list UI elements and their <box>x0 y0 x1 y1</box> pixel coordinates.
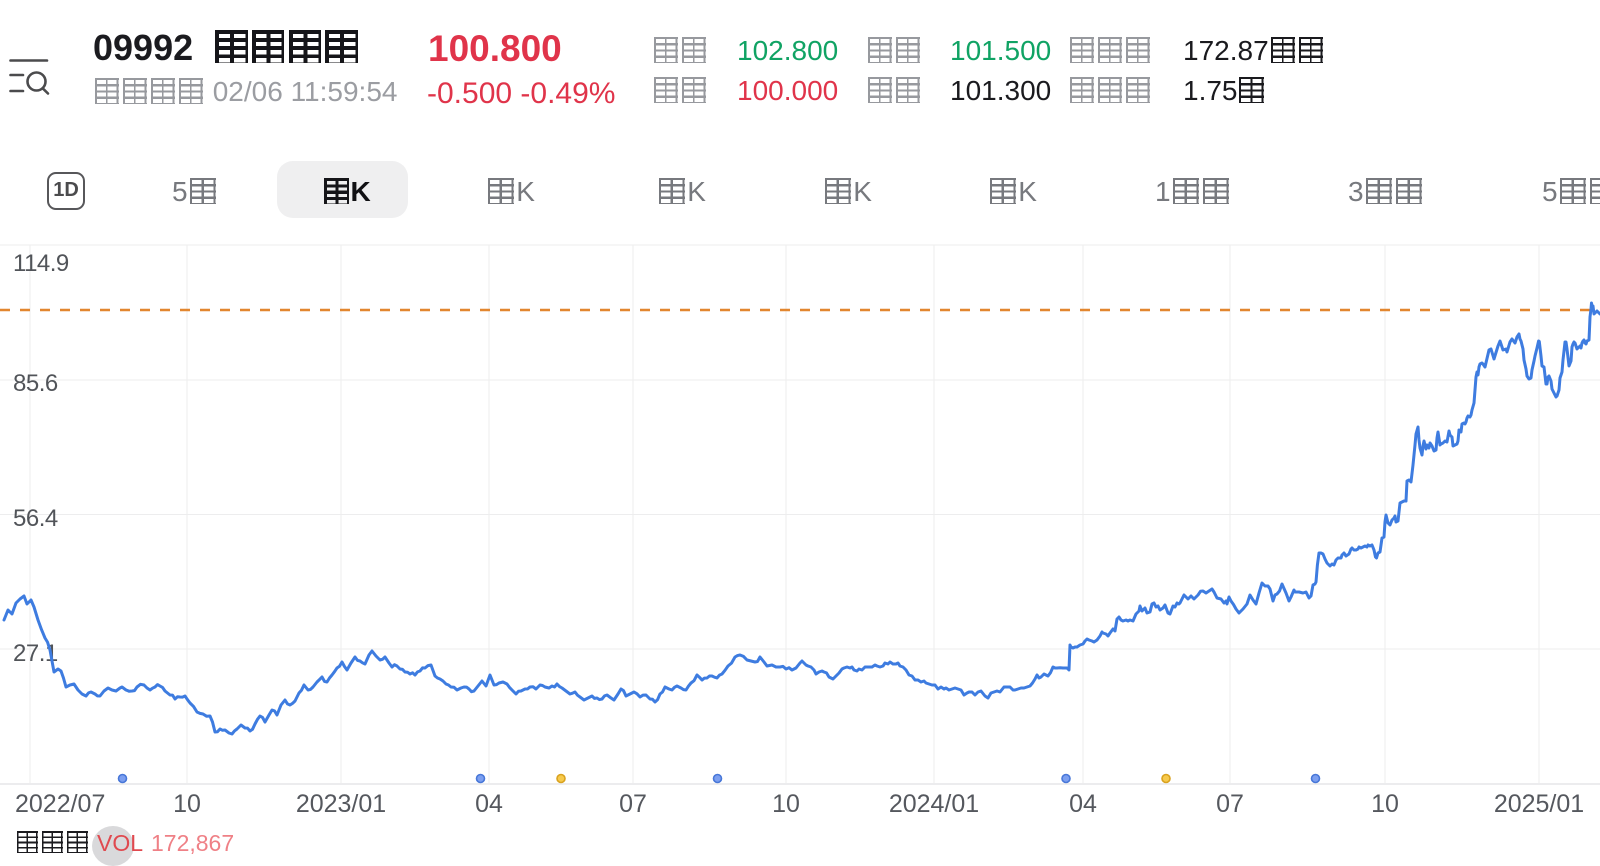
svg-text:04: 04 <box>475 790 503 818</box>
svg-text:10: 10 <box>173 790 201 818</box>
svg-text:10: 10 <box>772 790 800 818</box>
svg-text:04: 04 <box>1069 790 1097 818</box>
svg-text:10: 10 <box>1371 790 1399 818</box>
svg-text:2025/01: 2025/01 <box>1494 790 1584 818</box>
svg-text:56.4: 56.4 <box>13 505 58 532</box>
svg-text:2024/01: 2024/01 <box>889 790 979 818</box>
svg-text:114.9: 114.9 <box>13 250 69 277</box>
svg-text:2022/07: 2022/07 <box>15 790 105 818</box>
svg-text:07: 07 <box>619 790 647 818</box>
svg-text:07: 07 <box>1216 790 1244 818</box>
svg-text:2023/01: 2023/01 <box>296 790 386 818</box>
svg-text:85.6: 85.6 <box>13 370 58 397</box>
